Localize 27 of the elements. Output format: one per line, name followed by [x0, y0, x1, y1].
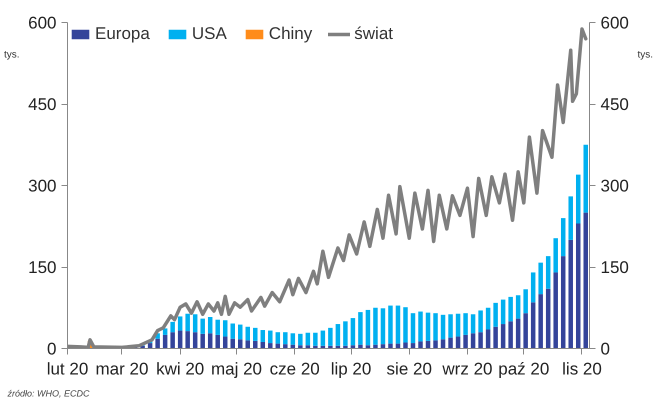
x-tick-label: paź 20 — [498, 360, 550, 378]
x-tick-label: cze 20 — [270, 360, 320, 378]
x-tick-label: maj 20 — [210, 360, 262, 378]
y-tick-label: 0 — [47, 340, 57, 358]
y-axis-title: tys. — [4, 50, 20, 61]
legend-label: Chiny — [268, 24, 312, 44]
y2-tick-label: 300 — [600, 176, 629, 196]
y2-tick-label: 150 — [600, 258, 629, 277]
x-tick-label: wrz 20 — [441, 360, 492, 378]
x-tick-label: lut 20 — [46, 360, 88, 378]
x-tick-label: lis 20 — [562, 360, 602, 378]
legend-label: Europa — [95, 24, 150, 44]
legend-label: USA — [192, 24, 227, 44]
y2-tick-label: 600 — [600, 14, 629, 32]
x-tick-label: lip 20 — [330, 360, 372, 378]
y2-axis-title: tys. — [638, 50, 654, 61]
y-tick-label: 600 — [28, 14, 57, 32]
x-tick-label: kwi 20 — [156, 360, 204, 378]
text: źródło: WHO, ECDC — [6, 388, 90, 398]
x-tick-label: mar 20 — [96, 360, 148, 378]
x-tick-label: sie 20 — [386, 360, 432, 378]
y-tick-label: 150 — [28, 258, 57, 277]
y-tick-label: 300 — [28, 176, 57, 196]
legend-label: świat — [354, 24, 393, 44]
y2-tick-label: 0 — [600, 340, 610, 358]
y-tick-label: 450 — [28, 95, 57, 114]
y2-tick-label: 450 — [600, 95, 629, 114]
